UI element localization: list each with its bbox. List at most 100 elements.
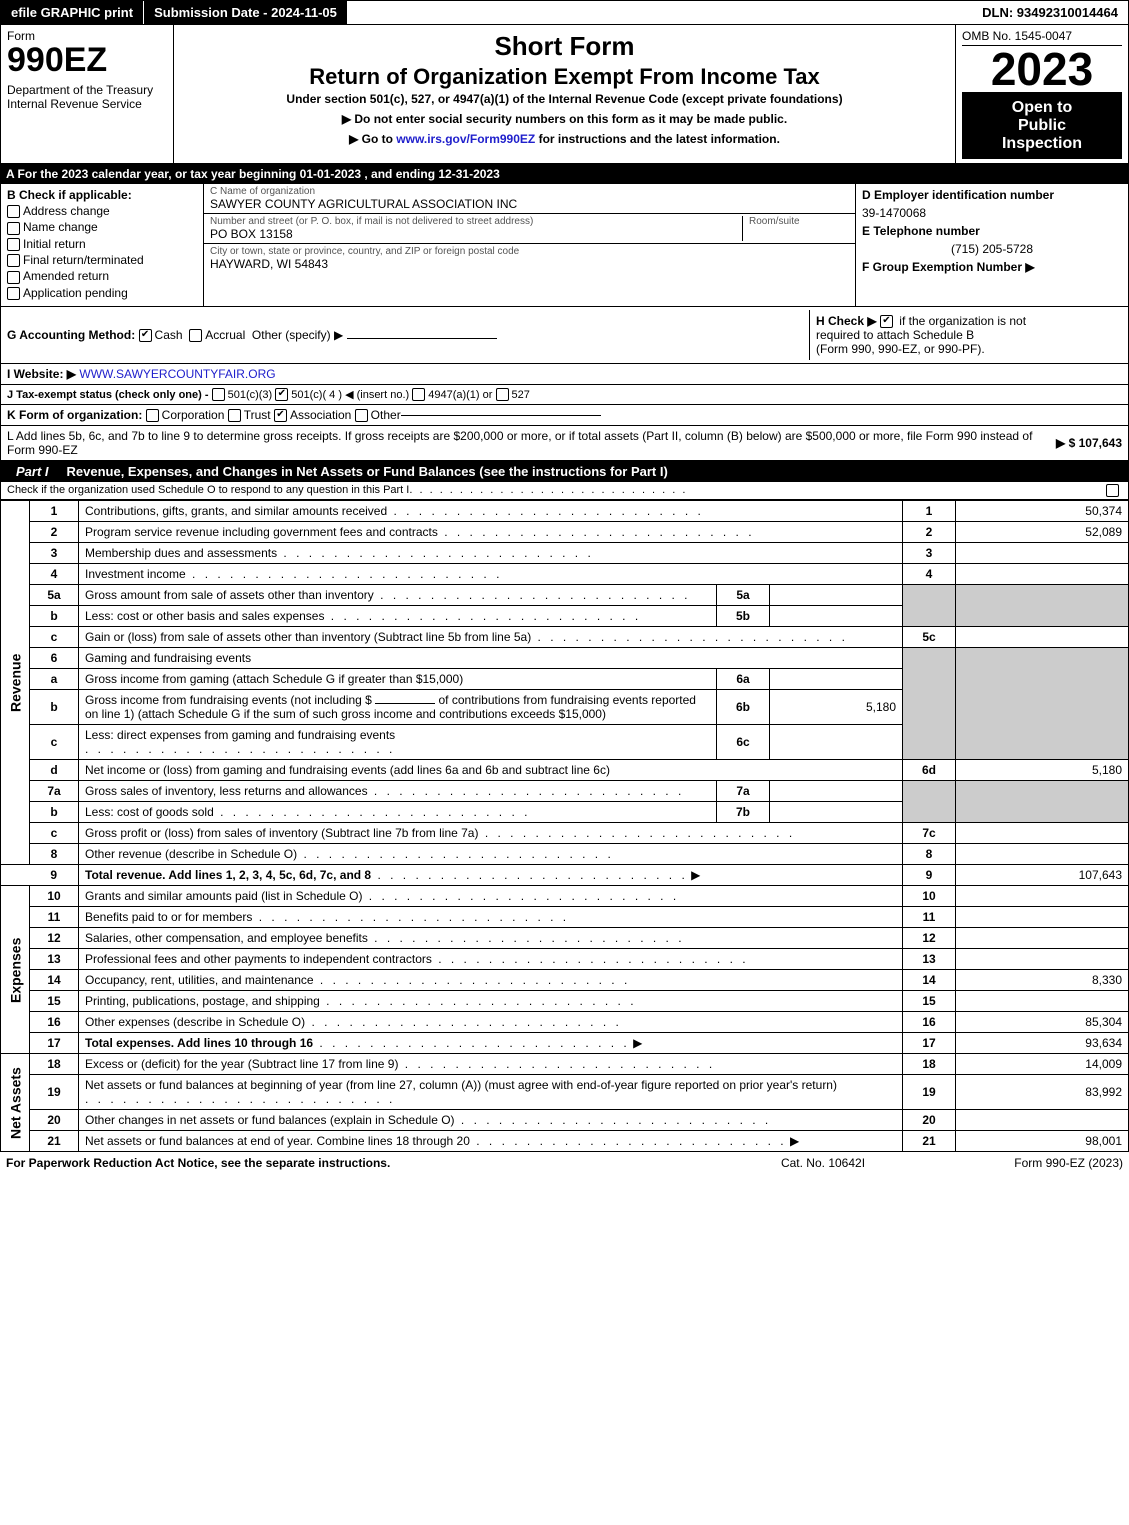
- l5b-num: b: [30, 606, 79, 627]
- schedule-o-text: Check if the organization used Schedule …: [7, 484, 409, 497]
- chk-cash[interactable]: [139, 329, 152, 342]
- l6c-subval: [770, 725, 903, 760]
- chk-501c3[interactable]: [212, 388, 225, 401]
- chk-trust[interactable]: [228, 409, 241, 422]
- open1: Open to: [964, 99, 1120, 117]
- row-j-tax-exempt: J Tax-exempt status (check only one) - 5…: [0, 385, 1129, 405]
- lbl-name-change: Name change: [23, 220, 98, 234]
- l13-desc: Professional fees and other payments to …: [85, 952, 432, 966]
- chk-initial-return[interactable]: [7, 238, 20, 251]
- chk-527[interactable]: [496, 388, 509, 401]
- lbl-amended-return: Amended return: [23, 269, 109, 283]
- l6c-desc: Less: direct expenses from gaming and fu…: [85, 728, 395, 742]
- l17-desc: Total expenses. Add lines 10 through 16: [85, 1036, 313, 1050]
- l6b-desc1: Gross income from fundraising events (no…: [85, 693, 372, 707]
- l18-val: 14,009: [956, 1054, 1129, 1075]
- l1-val: 50,374: [956, 501, 1129, 522]
- l7b-sub: 7b: [717, 802, 770, 823]
- side-revenue: Revenue: [1, 501, 30, 865]
- header-right: OMB No. 1545-0047 2023 Open to Public In…: [955, 25, 1128, 163]
- lbl-other-method: Other (specify) ▶: [252, 328, 343, 342]
- l21-val: 98,001: [956, 1131, 1129, 1152]
- chk-h[interactable]: [880, 315, 893, 328]
- l6b-num: b: [30, 690, 79, 725]
- short-form-title: Short Form: [184, 31, 945, 62]
- l6a-subval: [770, 669, 903, 690]
- l-text: L Add lines 5b, 6c, and 7b to line 9 to …: [7, 429, 1056, 457]
- l9-arrow: ▶: [691, 868, 700, 882]
- h-text2: required to attach Schedule B: [816, 328, 974, 342]
- chk-name-change[interactable]: [7, 222, 20, 235]
- l19-desc: Net assets or fund balances at beginning…: [85, 1078, 837, 1092]
- l6a-num: a: [30, 669, 79, 690]
- chk-schedule-o[interactable]: [1106, 484, 1119, 497]
- l14-desc: Occupancy, rent, utilities, and maintena…: [85, 973, 314, 987]
- chk-501c[interactable]: [275, 388, 288, 401]
- chk-address-change[interactable]: [7, 205, 20, 218]
- l6a-desc: Gross income from gaming (attach Schedul…: [85, 672, 463, 686]
- chk-accrual[interactable]: [189, 329, 202, 342]
- l6a-sub: 6a: [717, 669, 770, 690]
- section-bcdef: B Check if applicable: Address change Na…: [0, 184, 1129, 307]
- l20-desc: Other changes in net assets or fund bala…: [85, 1113, 455, 1127]
- l1-desc: Contributions, gifts, grants, and simila…: [85, 504, 387, 518]
- chk-amended-return[interactable]: [7, 271, 20, 284]
- row-gh: G Accounting Method: Cash Accrual Other …: [0, 307, 1129, 364]
- l2-val: 52,089: [956, 522, 1129, 543]
- side-expenses: Expenses: [1, 886, 30, 1054]
- page-footer: For Paperwork Reduction Act Notice, see …: [0, 1152, 1129, 1174]
- l5c-num: c: [30, 627, 79, 648]
- chk-other-org[interactable]: [355, 409, 368, 422]
- l12-desc: Salaries, other compensation, and employ…: [85, 931, 368, 945]
- efile-button[interactable]: efile GRAPHIC print: [1, 1, 144, 24]
- tax-year: 2023: [962, 46, 1122, 93]
- chk-4947[interactable]: [412, 388, 425, 401]
- chk-corp[interactable]: [146, 409, 159, 422]
- l9-col: 9: [903, 865, 956, 886]
- row-a-calendar-year: A For the 2023 calendar year, or tax yea…: [0, 164, 1129, 184]
- chk-assoc[interactable]: [274, 409, 287, 422]
- website-link[interactable]: WWW.SAWYERCOUNTYFAIR.ORG: [79, 367, 275, 381]
- header-center: Short Form Return of Organization Exempt…: [174, 25, 955, 163]
- l2-desc: Program service revenue including govern…: [85, 525, 438, 539]
- col-b-checkboxes: B Check if applicable: Address change Na…: [1, 184, 204, 306]
- org-name: SAWYER COUNTY AGRICULTURAL ASSOCIATION I…: [210, 197, 849, 211]
- line-7a: 7a Gross sales of inventory, less return…: [1, 781, 1129, 802]
- l10-num: 10: [30, 886, 79, 907]
- line-6d: d Net income or (loss) from gaming and f…: [1, 760, 1129, 781]
- lbl-other-org: Other: [371, 408, 401, 422]
- l3-desc: Membership dues and assessments: [85, 546, 277, 560]
- row-i-website: I Website: ▶ WWW.SAWYERCOUNTYFAIR.ORG: [0, 364, 1129, 385]
- d-ein-label: D Employer identification number: [862, 186, 1122, 204]
- l7b-desc: Less: cost of goods sold: [85, 805, 214, 819]
- l11-val: [956, 907, 1129, 928]
- telephone: (715) 205-5728: [862, 240, 1122, 258]
- l5b-desc: Less: cost or other basis and sales expe…: [85, 609, 324, 623]
- ein: 39-1470068: [862, 204, 1122, 222]
- goto-link[interactable]: www.irs.gov/Form990EZ: [396, 132, 535, 146]
- l5c-col: 5c: [903, 627, 956, 648]
- l14-val: 8,330: [956, 970, 1129, 991]
- footer-right: Form 990-EZ (2023): [923, 1156, 1123, 1170]
- l3-col: 3: [903, 543, 956, 564]
- l6b-subval: 5,180: [770, 690, 903, 725]
- line-18: Net Assets 18 Excess or (deficit) for th…: [1, 1054, 1129, 1075]
- subtitle: Under section 501(c), 527, or 4947(a)(1)…: [184, 92, 945, 106]
- l7a-subval: [770, 781, 903, 802]
- line-10: Expenses 10 Grants and similar amounts p…: [1, 886, 1129, 907]
- k-label: K Form of organization:: [7, 408, 142, 422]
- l18-desc: Excess or (deficit) for the year (Subtra…: [85, 1057, 398, 1071]
- dept-treasury: Department of the Treasury: [7, 83, 167, 97]
- l4-desc: Investment income: [85, 567, 186, 581]
- top-bar: efile GRAPHIC print Submission Date - 20…: [0, 0, 1129, 25]
- l9-val: 107,643: [956, 865, 1129, 886]
- l17-val: 93,634: [956, 1033, 1129, 1054]
- chk-application-pending[interactable]: [7, 287, 20, 300]
- l8-desc: Other revenue (describe in Schedule O): [85, 847, 297, 861]
- l7c-desc: Gross profit or (loss) from sales of inv…: [85, 826, 478, 840]
- l7c-num: c: [30, 823, 79, 844]
- chk-final-return[interactable]: [7, 254, 20, 267]
- l21-col: 21: [903, 1131, 956, 1152]
- c-name-label: C Name of organization: [210, 186, 849, 197]
- l6b-sub: 6b: [717, 690, 770, 725]
